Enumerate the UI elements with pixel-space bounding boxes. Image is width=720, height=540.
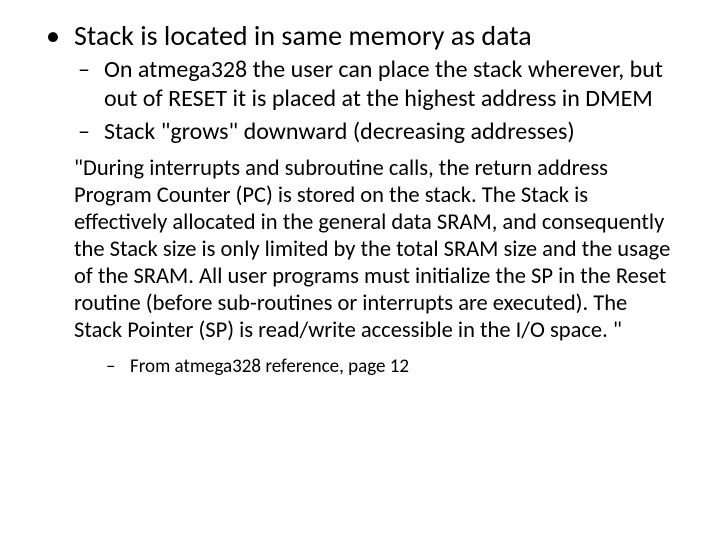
citation-list: From atmega328 reference, page 12 xyxy=(40,356,680,379)
bullet-level2-text: Stack "grows" downward (decreasing addre… xyxy=(104,117,575,146)
citation-text: From atmega328 reference, page 12 xyxy=(130,355,409,378)
citation-item: From atmega328 reference, page 12 xyxy=(104,356,680,379)
bullet-list-level1: Stack is located in same memory as data … xyxy=(40,20,680,147)
slide: Stack is located in same memory as data … xyxy=(0,0,720,540)
bullet-level2-text: On atmega328 the user can place the stac… xyxy=(104,55,663,113)
bullet-level2-item: Stack "grows" downward (decreasing addre… xyxy=(74,118,680,147)
quote-paragraph: "During interrupts and subroutine calls,… xyxy=(40,155,680,344)
bullet-level2-item: On atmega328 the user can place the stac… xyxy=(74,56,680,114)
bullet-list-level2: On atmega328 the user can place the stac… xyxy=(74,56,680,146)
bullet-level1-text: Stack is located in same memory as data xyxy=(74,18,532,53)
bullet-level1-item: Stack is located in same memory as data … xyxy=(40,20,680,147)
